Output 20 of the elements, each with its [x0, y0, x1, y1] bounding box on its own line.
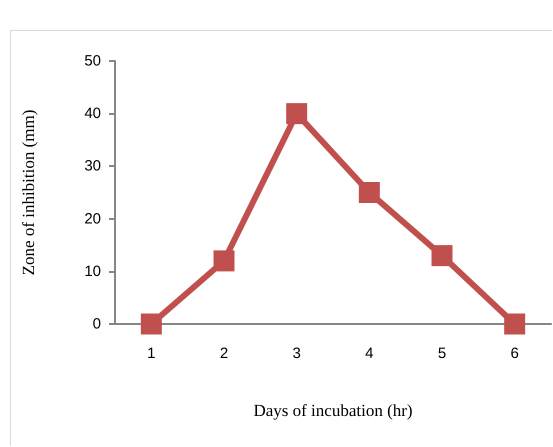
y-tick-label: 20 [84, 210, 101, 228]
x-tick-label: 4 [365, 345, 374, 362]
x-tick-label: 3 [292, 345, 301, 362]
point [432, 245, 452, 266]
y-tick-label: 10 [84, 262, 101, 280]
point [358, 182, 380, 203]
y-tick-label: 40 [84, 105, 101, 122]
x-tick-label: 2 [220, 345, 228, 362]
y-tick-label: 0 [92, 316, 101, 332]
y-tick-label: 50 [84, 52, 101, 70]
point [140, 314, 162, 334]
x-tick-label: 6 [510, 345, 519, 362]
x-tick-label: 5 [438, 345, 446, 362]
point [286, 103, 308, 124]
x-tick-label: 1 [147, 345, 156, 362]
point [214, 250, 234, 272]
y-axis-title: Zone of inhibition (mm) [19, 110, 38, 276]
y-tick-label: 30 [84, 158, 101, 175]
x-axis-title: Days of incubation (hr) [253, 401, 413, 420]
point [504, 314, 526, 334]
